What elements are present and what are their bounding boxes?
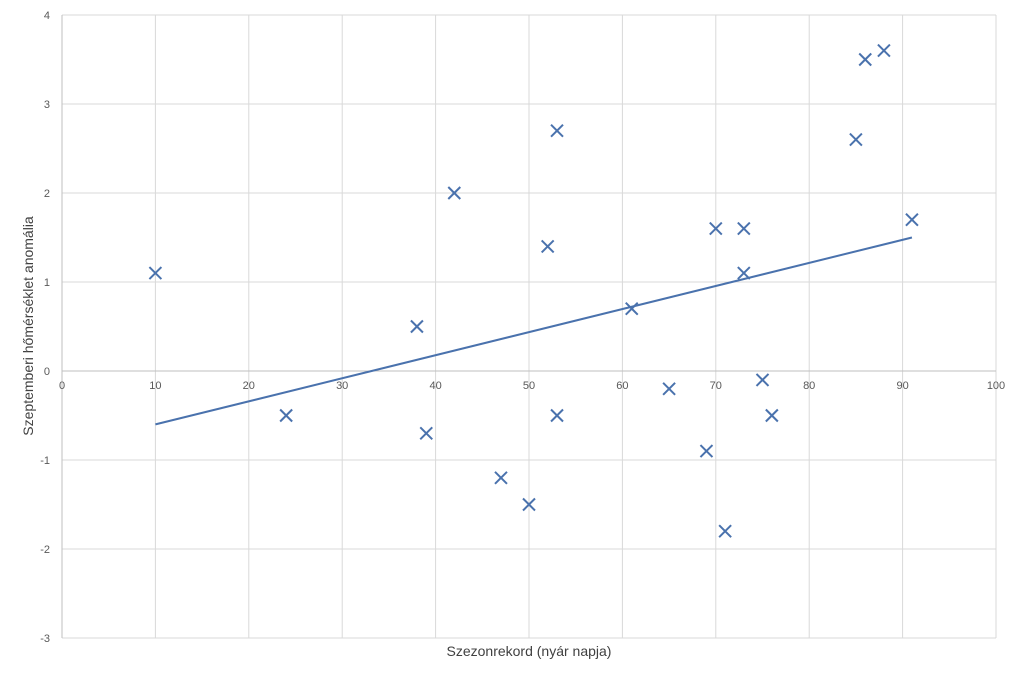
marker-stroke (540, 239, 555, 254)
data-point-marker (709, 221, 723, 236)
marker-stroke (755, 373, 770, 387)
data-point-marker (279, 408, 293, 423)
data-point-marker (540, 239, 555, 254)
y-tick-label: 3 (44, 99, 50, 111)
marker-stroke (148, 266, 163, 280)
x-tick-label: 50 (523, 380, 535, 392)
data-point-marker (858, 52, 872, 67)
x-tick-label: 90 (896, 380, 908, 392)
marker-stroke (699, 444, 714, 458)
y-axis-title: Szeptemberi hőmérséklet anomália (20, 216, 36, 436)
marker-stroke (419, 426, 433, 441)
x-tick-label: 80 (803, 380, 815, 392)
data-point-marker (410, 319, 424, 334)
y-tick-label: 2 (44, 188, 50, 200)
marker-stroke (877, 43, 891, 58)
data-point-marker (849, 132, 863, 147)
marker-stroke (765, 408, 779, 423)
y-tick-label: 1 (44, 277, 50, 289)
marker-stroke (718, 524, 732, 538)
y-tick-label: -2 (40, 544, 50, 556)
marker-stroke (905, 212, 919, 227)
data-point-marker (447, 186, 461, 200)
data-point-marker (737, 266, 751, 280)
x-axis-title: Szezonrekord (nyár napja) (447, 643, 612, 659)
marker-stroke (494, 471, 508, 485)
data-point-marker (877, 43, 891, 58)
marker-stroke (279, 408, 293, 423)
data-point-marker (522, 497, 536, 512)
marker-stroke (662, 382, 676, 396)
marker-stroke (522, 497, 536, 512)
data-point-marker (550, 123, 564, 138)
y-tick-labels: -3 -2 -1 0 1 2 3 4 (40, 10, 50, 645)
trendline (155, 236, 913, 426)
y-tick-label: -1 (40, 455, 50, 467)
data-point-marker (662, 382, 676, 396)
marker-stroke (849, 132, 863, 147)
x-tick-label: 40 (429, 380, 441, 392)
data-point-marker (419, 426, 433, 441)
marker-stroke (550, 123, 564, 138)
marker-stroke (625, 301, 639, 316)
x-tick-label: 30 (336, 380, 348, 392)
data-point-marker (755, 373, 770, 387)
marker-stroke (737, 221, 751, 236)
x-tick-label: 20 (243, 380, 255, 392)
data-point-marker (905, 212, 919, 227)
data-point-marker (148, 266, 163, 280)
x-tick-label: 0 (59, 380, 65, 392)
data-point-marker (625, 301, 639, 316)
x-tick-label: 100 (987, 380, 1005, 392)
marker-stroke (447, 186, 461, 200)
y-tick-label: 4 (44, 10, 50, 22)
gridlines (61, 14, 997, 639)
y-tick-label: 0 (44, 366, 50, 378)
data-points (148, 43, 919, 538)
x-tick-label: 70 (710, 380, 722, 392)
data-point-marker (494, 471, 508, 485)
data-point-marker (737, 221, 751, 236)
axes (61, 15, 996, 638)
marker-stroke (709, 221, 723, 236)
marker-stroke (410, 319, 424, 334)
data-point-marker (718, 524, 732, 538)
data-point-marker (699, 444, 714, 458)
trendline-group (155, 236, 913, 426)
data-point-marker (550, 408, 564, 423)
x-tick-label: 10 (149, 380, 161, 392)
y-tick-label: -3 (40, 633, 50, 645)
marker-stroke (737, 266, 751, 280)
marker-stroke (550, 408, 564, 423)
data-point-marker (765, 408, 779, 423)
x-tick-label: 60 (616, 380, 628, 392)
x-tick-labels: 0 10 20 30 40 50 60 70 80 90 100 (59, 380, 1005, 392)
marker-stroke (858, 52, 872, 67)
